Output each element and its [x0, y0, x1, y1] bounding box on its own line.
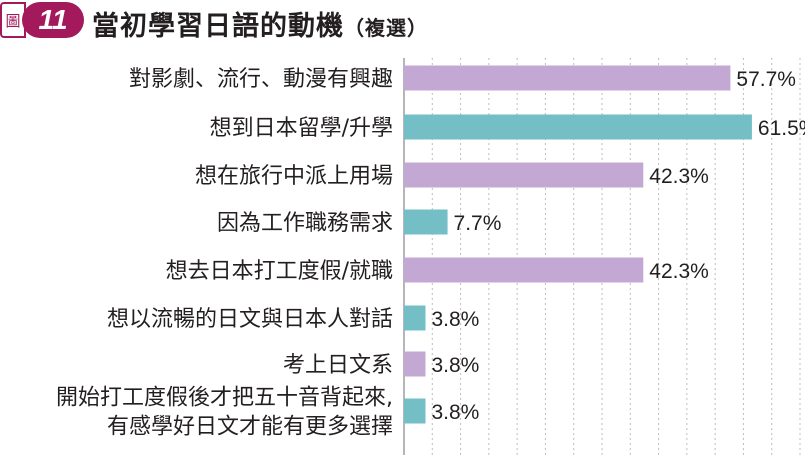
- bar: [404, 114, 752, 140]
- category-label: 對影劇、流行、動漫有興趣: [129, 67, 393, 92]
- category-label: 因為工作職務需求: [217, 211, 393, 236]
- bar: [404, 162, 644, 188]
- category-label: 想以流暢的日文與日本人對話: [107, 307, 393, 332]
- chart-title-main: 當初學習日語的動機: [92, 11, 344, 42]
- figure-badge-label: 圖: [0, 2, 26, 38]
- bar: [404, 209, 448, 235]
- category-label: 想去日本打工度假/就職: [166, 259, 393, 284]
- chart-title: 當初學習日語的動機（複選）: [92, 4, 428, 43]
- bar: [404, 305, 426, 331]
- bar: [404, 398, 426, 424]
- bar-value-label: 3.8%: [431, 308, 479, 331]
- category-label: 考上日文系: [283, 353, 393, 378]
- bar: [404, 257, 644, 283]
- chart-title-subtitle: （複選）: [344, 16, 428, 40]
- category-label: 開始打工度假後才把五十音背起來,: [56, 386, 393, 411]
- category-label: 有感學好日文才能有更多選擇: [107, 415, 393, 440]
- figure-badge-number: 11: [22, 2, 84, 38]
- bar-value-label: 57.7%: [736, 68, 796, 91]
- bar-value-label: 7.7%: [454, 212, 502, 235]
- bar-value-label: 3.8%: [431, 401, 479, 424]
- bar: [404, 65, 731, 91]
- bar-value-label: 42.3%: [649, 165, 709, 188]
- bar: [404, 351, 426, 377]
- bar-value-label: 3.8%: [431, 354, 479, 377]
- bar-value-label: 61.5%: [758, 117, 805, 140]
- category-label: 想到日本留學/升學: [210, 116, 393, 141]
- category-label: 想在旅行中派上用場: [195, 164, 393, 189]
- figure-badge: 圖 11: [0, 2, 86, 40]
- bar-value-label: 42.3%: [649, 260, 709, 283]
